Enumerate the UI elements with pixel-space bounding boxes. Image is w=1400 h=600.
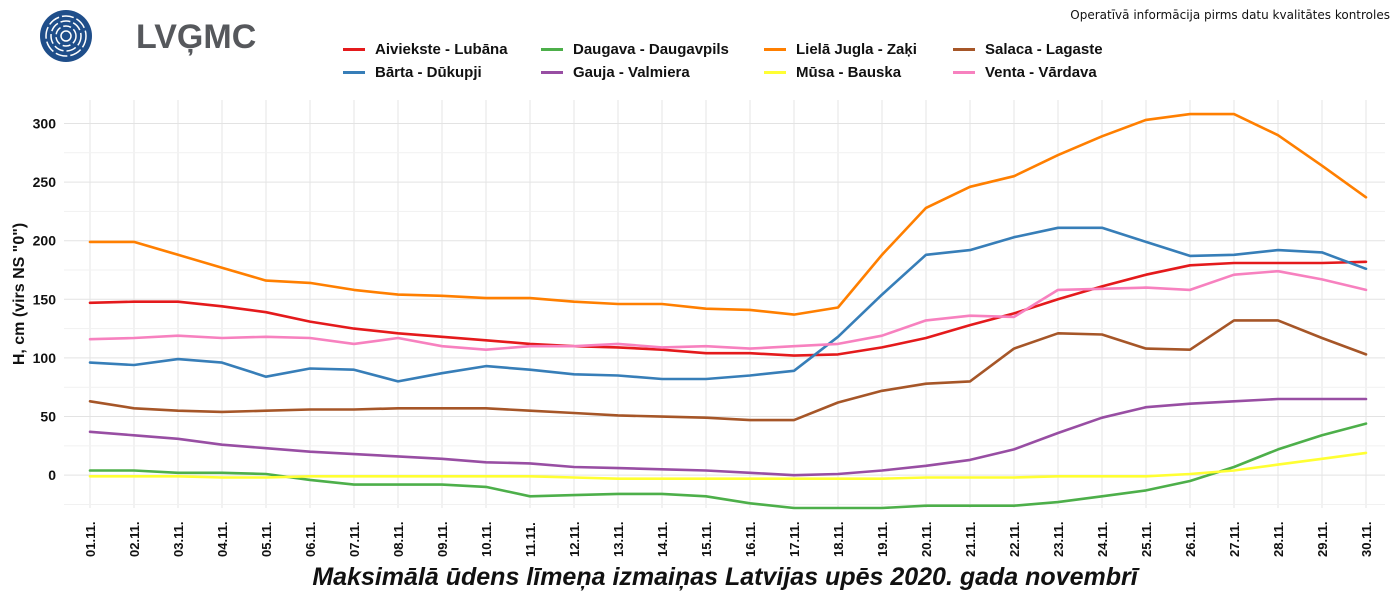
x-tick-label: 03.11. bbox=[171, 522, 186, 557]
x-tick-label: 27.11. bbox=[1227, 522, 1242, 557]
series-line-aiviekste-lubana bbox=[88, 260, 1368, 357]
legend-swatch bbox=[541, 47, 563, 51]
chart-legend: Aiviekste - Lubāna Bārta - Dūkupji Daugava… bbox=[343, 38, 1143, 84]
legend-swatch bbox=[343, 47, 365, 51]
x-tick-label: 15.11. bbox=[699, 522, 714, 557]
legend-item: Salaca - Lagaste bbox=[953, 38, 1103, 60]
x-tick-label: 01.11. bbox=[83, 522, 98, 557]
legend-label: Mūsa - Bauska bbox=[796, 63, 902, 81]
x-tick-label: 16.11. bbox=[743, 522, 758, 557]
y-tick-label: 200 bbox=[33, 233, 57, 249]
legend-item: Gauja - Valmiera bbox=[541, 61, 690, 83]
y-axis-title: H, cm (virs NS "0") bbox=[11, 222, 28, 366]
legend-swatch bbox=[953, 47, 975, 51]
legend-label: Gauja - Valmiera bbox=[573, 63, 690, 81]
x-tick-label: 26.11. bbox=[1183, 522, 1198, 557]
x-tick-labels: 01.11. 02.11. 03.11. 04.11. 05.11. 06.11. 07.1… bbox=[83, 522, 1374, 557]
lvgmc-logo: LVĢMC bbox=[38, 8, 256, 62]
legend-item: Venta - Vārdava bbox=[953, 61, 1097, 83]
x-tick-label: 23.11. bbox=[1051, 522, 1066, 557]
x-tick-label: 22.11. bbox=[1007, 522, 1022, 557]
series-layer bbox=[88, 112, 1368, 510]
legend-label: Salaca - Lagaste bbox=[985, 40, 1103, 58]
legend-swatch bbox=[764, 70, 786, 74]
legend-item: Daugava - Daugavpils bbox=[541, 38, 729, 60]
y-tick-label: 150 bbox=[33, 291, 57, 307]
x-tick-label: 07.11. bbox=[347, 522, 362, 557]
x-tick-label: 18.11. bbox=[831, 522, 846, 557]
x-tick-label: 28.11. bbox=[1271, 522, 1286, 557]
series-line-daugava-daugavpils bbox=[88, 422, 1368, 510]
x-tick-label: 29.11. bbox=[1315, 522, 1330, 557]
series-line-venta-vardava bbox=[88, 269, 1368, 352]
x-tick-label: 21.11. bbox=[963, 522, 978, 557]
y-tick-labels: 0 50 100 150 200 250 300 bbox=[33, 115, 57, 483]
x-tick-label: 11.11. bbox=[523, 522, 538, 557]
legend-item: Aiviekste - Lubāna bbox=[343, 38, 508, 60]
x-tick-label: 05.11. bbox=[259, 522, 274, 557]
legend-swatch bbox=[541, 70, 563, 74]
x-tick-label: 10.11. bbox=[479, 522, 494, 557]
series-line-musa-bauska bbox=[88, 451, 1368, 481]
data-quality-notice: Operatīvā informācija pirms datu kvalitā… bbox=[1070, 8, 1390, 22]
x-tick-label: 14.11. bbox=[655, 522, 670, 557]
series-line-salaca-lagaste bbox=[88, 319, 1368, 422]
logo-text: LVĢMC bbox=[136, 18, 257, 56]
legend-swatch bbox=[764, 47, 786, 51]
y-tick-label: 250 bbox=[33, 174, 57, 190]
x-tick-label: 19.11. bbox=[875, 522, 890, 557]
x-tick-label: 17.11. bbox=[787, 522, 802, 557]
logo-emblem-icon bbox=[40, 10, 92, 62]
x-tick-label: 30.11. bbox=[1359, 522, 1374, 557]
legend-label: Daugava - Daugavpils bbox=[573, 40, 729, 58]
legend-item: Mūsa - Bauska bbox=[764, 61, 901, 83]
x-tick-label: 08.11. bbox=[391, 522, 406, 557]
y-tick-label: 50 bbox=[40, 409, 56, 425]
legend-label: Venta - Vārdava bbox=[985, 63, 1097, 81]
legend-swatch bbox=[343, 70, 365, 74]
x-tick-label: 25.11. bbox=[1139, 522, 1154, 557]
x-tick-label: 09.11. bbox=[435, 522, 450, 557]
x-tick-label: 12.11. bbox=[567, 522, 582, 557]
chart-title: Maksimālā ūdens līmeņa izmaiņas Latvijas… bbox=[312, 563, 1138, 591]
y-tick-label: 0 bbox=[48, 467, 56, 483]
x-tick-label: 04.11. bbox=[215, 522, 230, 557]
legend-swatch bbox=[953, 70, 975, 74]
series-line-gauja-valmiera bbox=[88, 397, 1368, 477]
legend-label: Bārta - Dūkupji bbox=[375, 63, 482, 81]
x-tick-label: 13.11. bbox=[611, 522, 626, 557]
series-line-barta-dukupji bbox=[88, 226, 1368, 383]
legend-item: Bārta - Dūkupji bbox=[343, 61, 482, 83]
y-tick-label: 300 bbox=[33, 115, 57, 131]
legend-label: Lielā Jugla - Zaķi bbox=[796, 40, 917, 58]
x-tick-label: 06.11. bbox=[303, 522, 318, 557]
legend-label: Aiviekste - Lubāna bbox=[375, 40, 508, 58]
y-tick-label: 100 bbox=[33, 350, 57, 366]
series-line-liela-jugla-zaki bbox=[88, 112, 1368, 316]
x-tick-label: 24.11. bbox=[1095, 522, 1110, 557]
x-tick-label: 20.11. bbox=[919, 522, 934, 557]
x-tick-label: 02.11. bbox=[127, 522, 142, 557]
legend-item: Lielā Jugla - Zaķi bbox=[764, 38, 917, 60]
